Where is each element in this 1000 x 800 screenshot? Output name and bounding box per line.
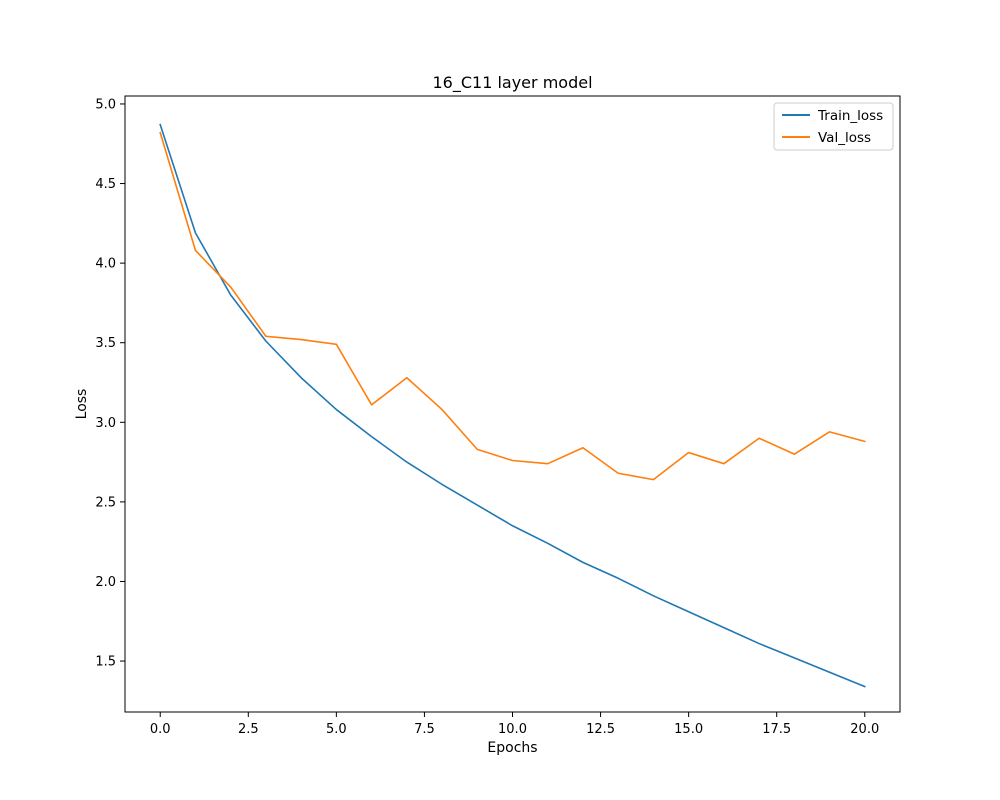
x-tick-label: 17.5: [762, 722, 791, 737]
x-tick-label: 20.0: [850, 722, 879, 737]
y-tick-label: 5.0: [95, 97, 116, 112]
x-tick-label: 0.0: [150, 722, 171, 737]
chart-title: 16_C11 layer model: [432, 73, 592, 93]
plot-area: [124, 95, 901, 713]
y-axis-ticks: 1.5 2.0 2.5 3.0 3.5 4.0 4.5 5.0: [95, 97, 125, 670]
y-tick-label: 2.5: [95, 495, 116, 510]
series-layer: [159, 123, 866, 688]
x-tick-label: 10.0: [498, 722, 527, 737]
x-tick-label: 2.5: [238, 722, 259, 737]
x-tick-label: 12.5: [586, 722, 615, 737]
series-line-train-loss: [159, 123, 866, 688]
y-axis-label: Loss: [74, 389, 90, 420]
legend: Train_loss Val_loss: [773, 102, 894, 151]
x-axis-label: Epochs: [487, 740, 537, 756]
y-tick-label: 1.5: [95, 655, 116, 670]
x-tick-label: 7.5: [414, 722, 435, 737]
legend-label-val-loss: Val_loss: [818, 130, 871, 146]
series-line-val-loss: [159, 131, 866, 481]
y-tick-label: 4.5: [95, 177, 116, 192]
y-tick-label: 4.0: [95, 257, 116, 272]
y-tick-label: 2.0: [95, 575, 116, 590]
x-tick-label: 15.0: [674, 722, 703, 737]
y-tick-label: 3.5: [95, 336, 116, 351]
legend-label-train-loss: Train_loss: [817, 108, 883, 124]
y-tick-label: 3.0: [95, 416, 116, 431]
plot-frame: [124, 95, 901, 713]
x-tick-label: 5.0: [326, 722, 347, 737]
x-axis-ticks: 0.0 2.5 5.0 7.5 10.0 12.5 15.0 17.5 20.0: [150, 712, 879, 737]
